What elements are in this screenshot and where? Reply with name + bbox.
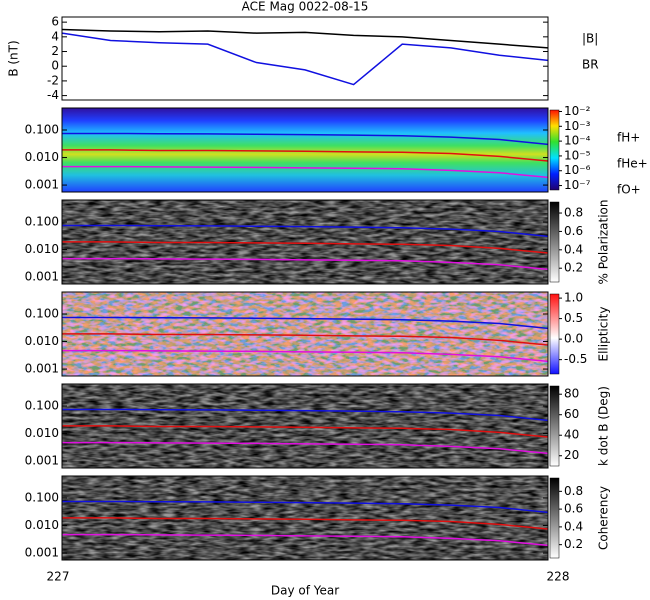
series-line [62,241,548,254]
y-tick-label: 2 [51,44,59,58]
series-line [62,533,548,547]
y-tick-label: 0.001 [25,454,59,468]
colorbar-tick-label: 10⁻⁴ [564,134,591,148]
colorbar-tick-label: -0.5 [564,352,587,366]
colorbar-tick-label: 60 [564,407,579,421]
colorbar-tick-label: 10⁻² [564,104,591,118]
series-line [62,441,548,455]
y-tick-label: 0.100 [25,215,59,229]
y-tick-label: -2 [47,73,59,87]
x-axis-label: Day of Year [271,584,339,598]
series-line [62,425,548,438]
colorbar-tick-label: 0.6 [564,502,583,516]
y-tick-label: 0 [51,59,59,73]
panel-frame [61,475,549,561]
panel-frame [61,383,549,469]
colorbar-tick-label: 0.2 [564,537,583,551]
colorbar-tick-label: 0.8 [564,484,583,498]
panel-frame [61,107,549,193]
panel-frame [61,199,549,285]
series-line [62,132,548,146]
panel-frame [61,16,549,101]
y-tick-label: 6 [51,15,59,29]
series-line [62,333,548,346]
colorbar [549,109,560,191]
y-tick-label: 4 [51,29,59,43]
y-tick-label: 0.010 [25,518,59,532]
chart-title: ACE Mag 0022-08-15 [242,0,369,14]
colorbar [549,477,560,559]
series-line [62,28,548,49]
colorbar-tick-label: 0.5 [564,311,583,325]
y-tick-label: 0.100 [25,307,59,321]
panel-frame [61,291,549,377]
y-tick-label: 0.010 [25,242,59,256]
colorbar-tick-label: 1.0 [564,291,583,305]
series-line [62,316,548,330]
colorbar-tick-label: 0.0 [564,332,583,346]
legend-entry: fHe+ [617,157,648,171]
colorbar-tick-label: 0.6 [564,224,583,238]
legend-entry: fO+ [617,183,641,197]
colorbar-label: % Polarization [597,200,611,285]
colorbar-tick-label: 0.4 [564,242,583,256]
series-line [62,500,548,514]
legend-entry: BR [582,58,599,72]
colorbar-tick-label: 0.2 [564,261,583,275]
y-tick-label: 0.100 [25,491,59,505]
colorbar-tick-label: 80 [564,387,579,401]
y-axis-label: B (nT) [7,40,21,76]
y-tick-label: 0.001 [25,270,59,284]
series-line [62,257,548,271]
series-line [62,165,548,179]
legend-entry: |B| [582,32,598,46]
y-tick-label: -4 [47,88,59,102]
y-tick-label: 0.100 [25,123,59,137]
colorbar [549,293,560,375]
series-line [62,224,548,238]
legend-entry: fH+ [617,131,640,145]
y-tick-label: 0.001 [25,178,59,192]
colorbar-tick-label: 10⁻⁶ [564,163,591,177]
y-tick-label: 0.010 [25,150,59,164]
y-tick-label: 0.010 [25,334,59,348]
x-tick-label: 228 [547,570,570,584]
y-tick-label: 0.001 [25,362,59,376]
colorbar-tick-label: 0.8 [564,206,583,220]
colorbar-tick-label: 10⁻³ [564,119,591,133]
colorbar-label: k dot B (Deg) [597,386,611,466]
series-line [62,349,548,363]
y-tick-label: 0.010 [25,426,59,440]
colorbar-tick-label: 20 [564,448,579,462]
series-line [62,517,548,530]
y-tick-label: 0.001 [25,546,59,560]
colorbar-tick-label: 40 [564,428,579,442]
colorbar [549,201,560,283]
colorbar [549,385,560,467]
series-line [62,32,548,86]
colorbar-tick-label: 0.4 [564,519,583,533]
series-line [62,149,548,162]
colorbar-tick-label: 10⁻⁷ [564,178,591,192]
y-tick-label: 0.100 [25,399,59,413]
colorbar-label: Ellipticity [597,307,611,362]
x-tick-label: 227 [47,570,70,584]
colorbar-tick-label: 10⁻⁵ [564,148,591,162]
colorbar-label: Coherency [597,486,611,550]
series-line [62,408,548,422]
